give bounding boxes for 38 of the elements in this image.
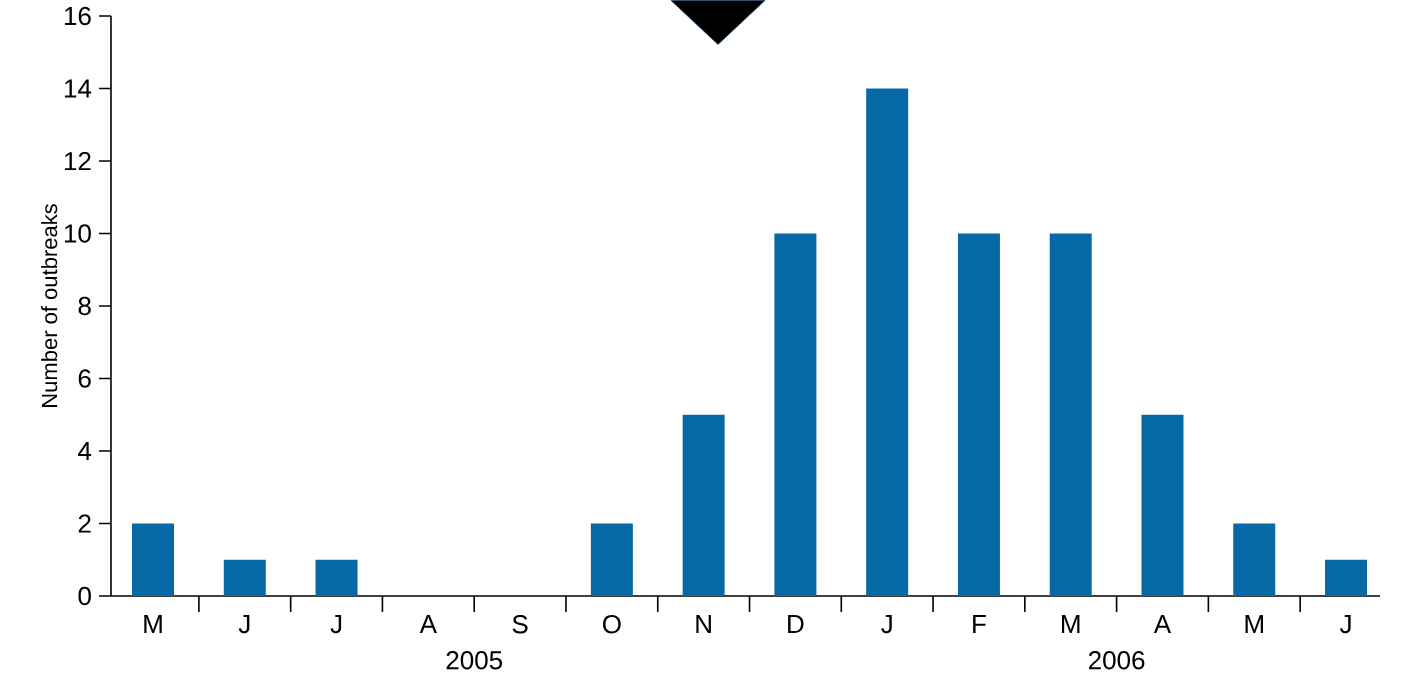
y-axis-title: Number of outbreaks: [41, 204, 58, 407]
x-tick-label: N: [696, 615, 711, 633]
bar: [1233, 523, 1276, 596]
x-tick-label: D: [788, 615, 804, 633]
bar: [957, 233, 1000, 596]
x-tick-label: J: [238, 615, 250, 634]
text: 2006: [1089, 651, 1145, 670]
bar: [132, 523, 175, 596]
bar: [223, 559, 266, 596]
x-tick-label: J: [330, 615, 342, 634]
y-tick-label: 6: [78, 369, 91, 388]
x-tick-label: J: [881, 615, 892, 634]
x-tick-label: J: [1339, 615, 1351, 634]
bar: [315, 559, 358, 596]
x-tick-label: S: [512, 615, 528, 634]
bar: [866, 88, 909, 596]
y-tick-label: 2: [78, 514, 91, 533]
y-tick-label: 10: [64, 224, 91, 243]
y-tick-label: 12: [64, 151, 91, 171]
bar: [1049, 233, 1092, 596]
x-tick-label: O: [602, 615, 621, 634]
bar: [590, 523, 633, 596]
bar: [682, 414, 725, 596]
text: 2005: [446, 651, 503, 670]
y-tick-label: 16: [64, 6, 91, 26]
x-tick-label: F: [973, 615, 986, 633]
x-tick-label: A: [419, 615, 437, 633]
x-tick-label: M: [1062, 615, 1080, 633]
x-tick-label: A: [1153, 615, 1172, 633]
x-tick-label: M: [1245, 615, 1263, 633]
y-tick-label: 14: [64, 79, 92, 98]
bar: [1141, 414, 1184, 596]
y-tick-label: 4: [78, 442, 92, 460]
x-tick-label: M: [144, 615, 162, 633]
bar: [1325, 559, 1368, 596]
y-tick-label: 8: [78, 296, 91, 316]
y-tick-label: 0: [78, 586, 91, 606]
bar: [774, 233, 817, 596]
